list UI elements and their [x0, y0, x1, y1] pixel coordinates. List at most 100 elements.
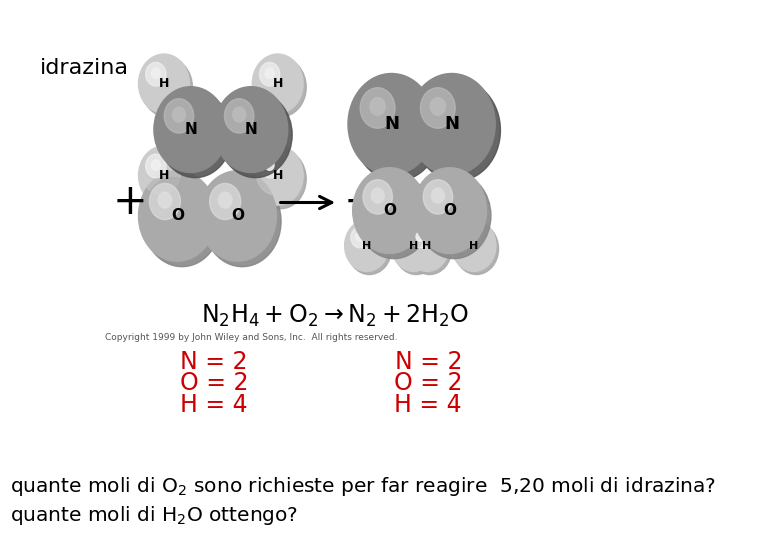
- Ellipse shape: [431, 98, 445, 116]
- Ellipse shape: [150, 184, 180, 220]
- Ellipse shape: [144, 178, 203, 245]
- Text: H: H: [409, 241, 418, 251]
- Ellipse shape: [413, 79, 501, 181]
- Ellipse shape: [348, 224, 381, 262]
- Ellipse shape: [418, 174, 473, 239]
- Ellipse shape: [159, 93, 214, 158]
- Ellipse shape: [392, 220, 436, 272]
- Text: idrazina: idrazina: [40, 57, 129, 78]
- Text: N: N: [384, 115, 399, 133]
- Text: H: H: [422, 241, 431, 251]
- Text: O: O: [231, 208, 244, 224]
- Text: H: H: [470, 241, 478, 251]
- Ellipse shape: [256, 58, 294, 103]
- Text: N = 2: N = 2: [180, 350, 248, 374]
- Text: Copyright 1999 by John Wiley and Sons, Inc.  All rights reserved.: Copyright 1999 by John Wiley and Sons, I…: [105, 333, 397, 342]
- Ellipse shape: [411, 227, 429, 248]
- Text: H: H: [159, 169, 169, 182]
- Ellipse shape: [398, 227, 415, 248]
- Text: quante moli di $\mathrm{H_2O}$ ottengo?: quante moli di $\mathrm{H_2O}$ ottengo?: [10, 504, 298, 527]
- Text: N: N: [184, 122, 197, 137]
- Ellipse shape: [353, 79, 440, 181]
- Ellipse shape: [142, 58, 193, 117]
- Ellipse shape: [355, 81, 420, 157]
- Ellipse shape: [413, 168, 487, 253]
- Text: O = 2: O = 2: [180, 372, 248, 395]
- Ellipse shape: [158, 92, 232, 178]
- Ellipse shape: [415, 81, 480, 157]
- Text: H = 4: H = 4: [395, 393, 462, 417]
- Ellipse shape: [405, 220, 449, 272]
- Ellipse shape: [463, 232, 470, 241]
- Ellipse shape: [265, 160, 274, 170]
- Ellipse shape: [345, 220, 388, 272]
- Ellipse shape: [151, 68, 160, 78]
- Ellipse shape: [356, 232, 363, 241]
- Text: H: H: [272, 77, 283, 90]
- Ellipse shape: [255, 58, 307, 117]
- Ellipse shape: [158, 192, 172, 208]
- Ellipse shape: [431, 188, 445, 203]
- Ellipse shape: [371, 188, 384, 203]
- Ellipse shape: [204, 178, 263, 245]
- Ellipse shape: [424, 180, 452, 214]
- Ellipse shape: [252, 54, 303, 113]
- Ellipse shape: [139, 54, 190, 113]
- Text: H: H: [362, 241, 371, 251]
- Ellipse shape: [351, 227, 368, 248]
- Ellipse shape: [370, 98, 385, 116]
- Ellipse shape: [452, 220, 496, 272]
- Ellipse shape: [172, 107, 186, 122]
- Ellipse shape: [402, 232, 410, 241]
- Text: O: O: [171, 208, 184, 224]
- Ellipse shape: [353, 168, 427, 253]
- Ellipse shape: [408, 224, 441, 262]
- Ellipse shape: [146, 154, 166, 178]
- Text: +: +: [113, 181, 148, 224]
- Ellipse shape: [260, 62, 280, 86]
- Text: O: O: [383, 203, 396, 218]
- Ellipse shape: [256, 150, 294, 195]
- Ellipse shape: [455, 224, 488, 262]
- Ellipse shape: [394, 223, 438, 274]
- Ellipse shape: [218, 92, 292, 178]
- Ellipse shape: [252, 146, 303, 205]
- Ellipse shape: [165, 99, 193, 133]
- Text: N: N: [445, 115, 459, 133]
- Ellipse shape: [408, 73, 495, 175]
- Text: N: N: [245, 122, 257, 137]
- Ellipse shape: [260, 154, 280, 178]
- Ellipse shape: [395, 224, 428, 262]
- Ellipse shape: [265, 68, 274, 78]
- Text: quante moli di $\mathrm{O_2}$ sono richieste per far reagire  5,20 moli di idraz: quante moli di $\mathrm{O_2}$ sono richi…: [10, 475, 716, 497]
- Ellipse shape: [142, 58, 180, 103]
- Text: H: H: [159, 77, 169, 90]
- Ellipse shape: [144, 176, 221, 267]
- Ellipse shape: [225, 99, 254, 133]
- Ellipse shape: [142, 150, 180, 195]
- Ellipse shape: [363, 180, 392, 214]
- Text: O = 2: O = 2: [394, 372, 463, 395]
- Text: +: +: [344, 181, 379, 224]
- Ellipse shape: [199, 171, 276, 261]
- Ellipse shape: [142, 150, 193, 208]
- Ellipse shape: [139, 146, 190, 205]
- Ellipse shape: [255, 150, 307, 208]
- Ellipse shape: [139, 171, 216, 261]
- Ellipse shape: [416, 232, 424, 241]
- Ellipse shape: [232, 107, 246, 122]
- Text: O: O: [443, 203, 456, 218]
- Ellipse shape: [204, 176, 281, 267]
- Ellipse shape: [407, 223, 452, 274]
- Ellipse shape: [360, 87, 395, 129]
- Ellipse shape: [455, 223, 498, 274]
- Ellipse shape: [218, 192, 232, 208]
- Ellipse shape: [348, 73, 435, 175]
- Ellipse shape: [215, 87, 288, 172]
- Text: N = 2: N = 2: [395, 350, 462, 374]
- Ellipse shape: [146, 62, 166, 86]
- Text: H = 4: H = 4: [180, 393, 248, 417]
- Ellipse shape: [417, 173, 491, 259]
- Ellipse shape: [347, 223, 392, 274]
- Ellipse shape: [154, 87, 228, 172]
